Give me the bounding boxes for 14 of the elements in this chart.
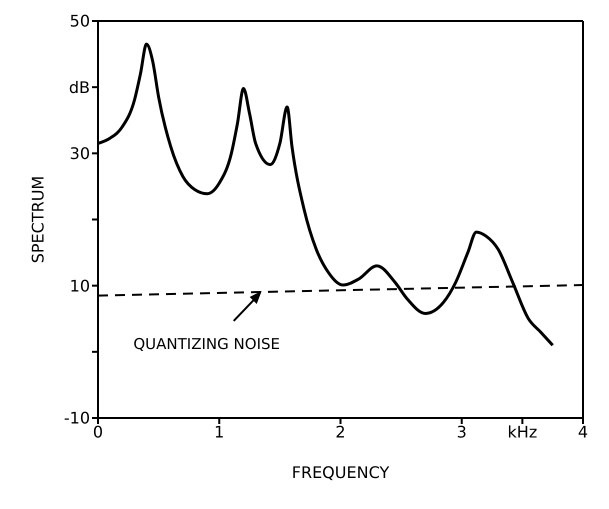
x-tick-label: 2 — [335, 422, 346, 442]
x-axis-title: FREQUENCY — [292, 463, 390, 482]
y-tick-label: -10 — [64, 408, 90, 428]
y-axis-title: SPECTRUM — [28, 176, 48, 264]
x-tick-label: kHz — [508, 422, 538, 442]
y-tick-label: dB — [68, 78, 90, 97]
y-tick-label: 30 — [70, 144, 90, 164]
x-tick-label: 1 — [214, 422, 224, 442]
x-tick-label: 4 — [578, 422, 588, 442]
x-tick-label: 0 — [92, 422, 104, 442]
annotation: QUANTIZING NOISE — [133, 334, 280, 353]
y-tick-label: 50 — [70, 12, 90, 31]
y-tick-label: 10 — [70, 276, 90, 296]
x-tick-label: 3 — [456, 422, 467, 442]
